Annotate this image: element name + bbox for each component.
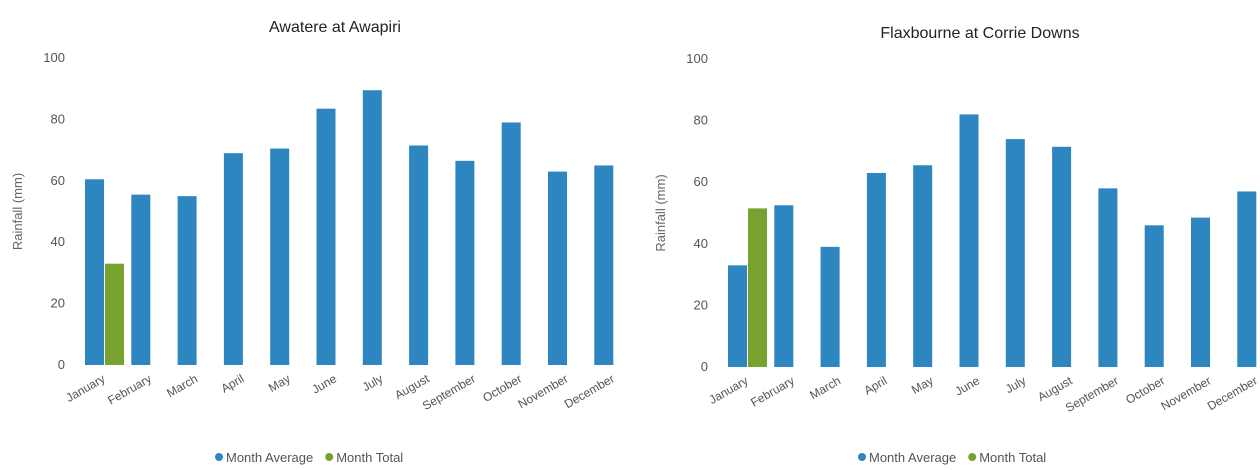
- bar-month-average: [1191, 217, 1210, 367]
- bar-month-average: [85, 179, 104, 365]
- x-tick-label: April: [862, 373, 890, 397]
- x-tick-label: September: [420, 371, 478, 412]
- x-tick-label: January: [707, 373, 751, 406]
- x-tick-label: July: [1003, 373, 1028, 396]
- y-axis-label: Rainfall (mm): [10, 173, 25, 250]
- bar-month-average: [409, 145, 429, 365]
- bar-month-average: [866, 172, 886, 367]
- x-tick-label: May: [909, 373, 936, 396]
- bar-month-average: [223, 153, 243, 365]
- y-tick-label: 0: [701, 359, 708, 374]
- x-tick-label: April: [219, 371, 247, 395]
- bar-month-average: [177, 196, 197, 365]
- legend-marker-month-average: [858, 453, 866, 461]
- y-tick-label: 0: [58, 357, 65, 372]
- x-tick-label: June: [309, 371, 339, 396]
- bar-month-average: [820, 246, 840, 367]
- y-tick-label: 40: [694, 236, 708, 251]
- chart-title: Flaxbourne at Corrie Downs: [880, 25, 1079, 42]
- x-tick-label: March: [807, 373, 843, 402]
- x-tick-label: November: [1159, 373, 1214, 413]
- bar-month-average: [1052, 146, 1072, 367]
- bar-month-average: [774, 205, 794, 367]
- bar-month-average: [548, 171, 567, 365]
- x-tick-label: January: [64, 371, 108, 404]
- y-tick-label: 100: [43, 50, 65, 65]
- legend-label-month-average: Month Average: [869, 450, 956, 465]
- bar-month-average: [1237, 191, 1257, 367]
- x-tick-label: June: [952, 373, 982, 398]
- legend-label-month-total: Month Total: [336, 450, 403, 465]
- bar-month-average: [362, 90, 382, 366]
- bar-month-average: [913, 165, 933, 367]
- legend-marker-month-average: [215, 453, 223, 461]
- bar-month-average: [131, 194, 151, 365]
- legend-label-month-total: Month Total: [979, 450, 1046, 465]
- bar-month-average: [270, 148, 290, 365]
- x-tick-label: December: [562, 371, 617, 411]
- bar-month-average: [501, 122, 521, 365]
- x-tick-label: December: [1205, 373, 1260, 413]
- bar-month-average: [1144, 225, 1164, 367]
- y-tick-label: 80: [694, 113, 708, 128]
- legend-marker-month-total: [968, 453, 977, 461]
- legend-marker-month-total: [325, 453, 334, 461]
- bar-month-average: [1005, 139, 1025, 367]
- y-tick-label: 40: [51, 234, 65, 249]
- x-tick-label: May: [266, 371, 293, 394]
- y-tick-label: 60: [694, 174, 708, 189]
- bar-month-average: [728, 265, 747, 367]
- x-tick-label: March: [164, 371, 200, 400]
- x-tick-label: September: [1063, 373, 1121, 414]
- bar-month-average: [594, 165, 614, 365]
- x-tick-label: February: [105, 371, 154, 407]
- y-axis-label: Rainfall (mm): [653, 174, 668, 251]
- y-tick-label: 20: [51, 296, 65, 311]
- x-tick-label: February: [748, 373, 797, 409]
- chart-title: Awatere at Awapiri: [269, 19, 401, 36]
- y-tick-label: 80: [51, 111, 65, 126]
- bar-month-average: [959, 114, 979, 367]
- rainfall-chart-flaxbourne: Flaxbourne at Corrie Downs Rainfall (mm) 0…: [653, 25, 1260, 465]
- chart-panel-awatere: Awatere at Awapiri Rainfall (mm) 0 20 40 60 80…: [10, 19, 617, 465]
- x-tick-label: November: [516, 371, 571, 411]
- legend-label-month-average: Month Average: [226, 450, 313, 465]
- y-tick-label: 60: [51, 173, 65, 188]
- bar-month-average: [1098, 188, 1118, 367]
- bar-month-total: [105, 263, 124, 365]
- chart-panel-flaxbourne: Flaxbourne at Corrie Downs Rainfall (mm) 0…: [640, 0, 1260, 470]
- bar-month-average: [455, 160, 475, 365]
- y-tick-label: 100: [686, 51, 708, 66]
- rainfall-chart-awatere: Awatere at Awapiri Rainfall (mm) 0 20 40 60 80…: [10, 19, 617, 465]
- y-tick-label: 20: [694, 297, 708, 312]
- bar-month-average: [316, 108, 336, 365]
- x-tick-label: July: [360, 371, 385, 394]
- bar-month-total: [748, 208, 767, 367]
